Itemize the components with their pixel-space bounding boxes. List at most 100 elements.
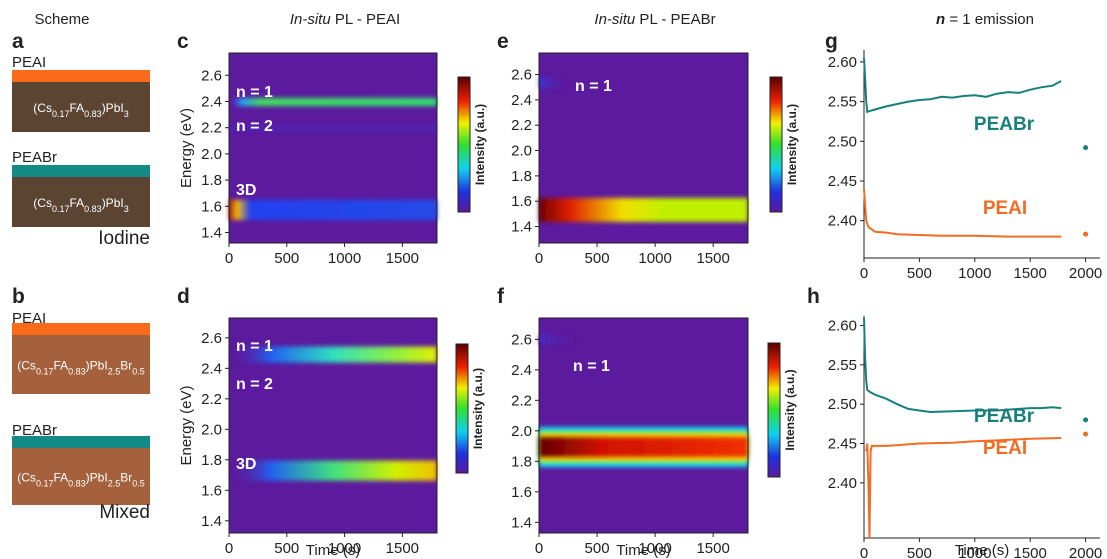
formula-part: )PbI — [102, 101, 124, 115]
data-line — [863, 57, 1062, 114]
x-tick-label: 500 — [907, 265, 932, 282]
formula-part: 0.5 — [132, 479, 145, 489]
y-tick-label: 2.6 — [511, 67, 532, 84]
y-tick-label: 1.4 — [201, 225, 222, 242]
y-tick-label: 1.8 — [511, 168, 532, 185]
annotation: n = 1 — [575, 78, 612, 95]
colorbar — [767, 342, 781, 478]
series-label: PEABr — [974, 406, 1035, 427]
formula-part: FA — [69, 101, 84, 115]
formula-part: )PbI — [86, 359, 108, 373]
y-tick-label: 1.4 — [201, 513, 222, 530]
heatmap-band — [229, 98, 437, 107]
column-title: In-situ PL - PEABr — [594, 11, 715, 28]
colorbar — [455, 343, 469, 474]
series-label: PEAI — [983, 198, 1027, 219]
data-point — [1083, 231, 1089, 237]
title-text: PL - PEABr — [635, 11, 715, 28]
top-layer — [12, 165, 150, 177]
x-tick-label: 1500 — [696, 540, 729, 557]
x-tick-label: 0 — [225, 540, 233, 557]
x-axis-label: Time (s) — [616, 542, 670, 559]
x-tick-label: 1500 — [696, 250, 729, 267]
data-point — [1083, 145, 1089, 151]
annotation: n = 1 — [236, 84, 273, 101]
colorbar-label: Intensity (a.u.) — [473, 104, 487, 185]
column-title: Scheme — [34, 11, 89, 28]
annotation: n = 1 — [236, 338, 273, 355]
layer-name: PEAI — [12, 54, 46, 71]
formula-part: 2.5 — [108, 479, 121, 489]
y-tick-label: 2.4 — [511, 92, 532, 109]
x-tick-label: 500 — [585, 540, 610, 557]
y-tick-label: 2.55 — [828, 94, 857, 111]
formula-part: 0.83 — [68, 479, 86, 489]
formula-part: FA — [53, 359, 68, 373]
data-point — [1083, 431, 1089, 437]
panel-letter: a — [12, 30, 24, 53]
y-tick-label: 1.6 — [511, 193, 532, 210]
x-tick-label: 500 — [274, 250, 299, 267]
column-title: In-situ PL - PEAI — [290, 11, 400, 28]
y-tick-label: 1.6 — [201, 198, 222, 215]
title-italic: In-situ — [290, 11, 332, 28]
axis-line — [863, 50, 1100, 259]
y-tick-label: 2.50 — [828, 396, 857, 413]
formula-part: 3 — [124, 109, 129, 119]
bulk-layer — [12, 335, 150, 394]
y-tick-label: 2.40 — [828, 213, 857, 230]
y-tick-label: 2.4 — [201, 360, 222, 377]
x-tick-label: 0 — [860, 265, 868, 282]
y-tick-label: 2.45 — [828, 173, 857, 190]
formula-part: 0.83 — [68, 367, 86, 377]
y-tick-label: 2.0 — [201, 146, 222, 163]
bulk-layer — [12, 177, 150, 227]
heatmap-band — [539, 197, 748, 222]
x-tick-label: 1000 — [328, 250, 361, 267]
axis-line — [863, 316, 1100, 539]
annotation: 3D — [236, 456, 256, 473]
y-tick-label: 1.8 — [201, 452, 222, 469]
colorbar-label: Intensity (a.u.) — [785, 104, 799, 185]
x-tick-label: 0 — [860, 545, 868, 559]
formula-part: )PbI — [102, 196, 124, 210]
data-line — [863, 317, 1062, 414]
y-tick-label: 2.0 — [511, 423, 532, 440]
layer-name: PEABr — [12, 422, 57, 439]
annotation: n = 2 — [236, 376, 273, 393]
y-tick-label: 1.8 — [201, 172, 222, 189]
formula-part: Br — [120, 471, 132, 485]
plot-frame — [538, 317, 749, 534]
bulk-layer — [12, 82, 150, 132]
x-tick-label: 1500 — [386, 540, 419, 557]
x-tick-label: 500 — [585, 250, 610, 267]
top-layer — [12, 436, 150, 448]
formula: (Cs0.17FA0.83)PbI3 — [33, 196, 128, 214]
formula-part: 0.83 — [84, 109, 102, 119]
formula-part: 0.17 — [36, 479, 54, 489]
plot-frame — [538, 52, 749, 244]
top-layer — [12, 70, 150, 82]
formula-part: 0.17 — [52, 204, 70, 214]
x-tick-label: 1000 — [958, 265, 991, 282]
y-tick-label: 1.4 — [511, 219, 532, 236]
x-tick-label: 500 — [907, 545, 932, 559]
heatmap-band — [229, 346, 437, 363]
heatmap-band — [539, 437, 748, 457]
annotation: n = 2 — [236, 118, 273, 135]
series-label: PEAI — [983, 438, 1027, 459]
y-tick-label: 2.6 — [201, 67, 222, 84]
formula: (Cs0.17FA0.83)PbI2.5Br0.5 — [17, 471, 144, 489]
panel-letter: e — [497, 30, 509, 53]
layer-name: PEABr — [12, 149, 57, 166]
y-tick-label: 2.6 — [201, 330, 222, 347]
y-tick-label: 2.2 — [511, 392, 532, 409]
formula-part: )PbI — [86, 471, 108, 485]
scheme-label: Iodine — [98, 228, 150, 249]
y-tick-label: 2.45 — [828, 436, 857, 453]
formula-part: 0.5 — [132, 367, 145, 377]
formula-part: 0.83 — [84, 204, 102, 214]
formula-part: (Cs — [33, 196, 52, 210]
x-tick-label: 0 — [225, 250, 233, 267]
series-label: PEABr — [974, 114, 1035, 135]
